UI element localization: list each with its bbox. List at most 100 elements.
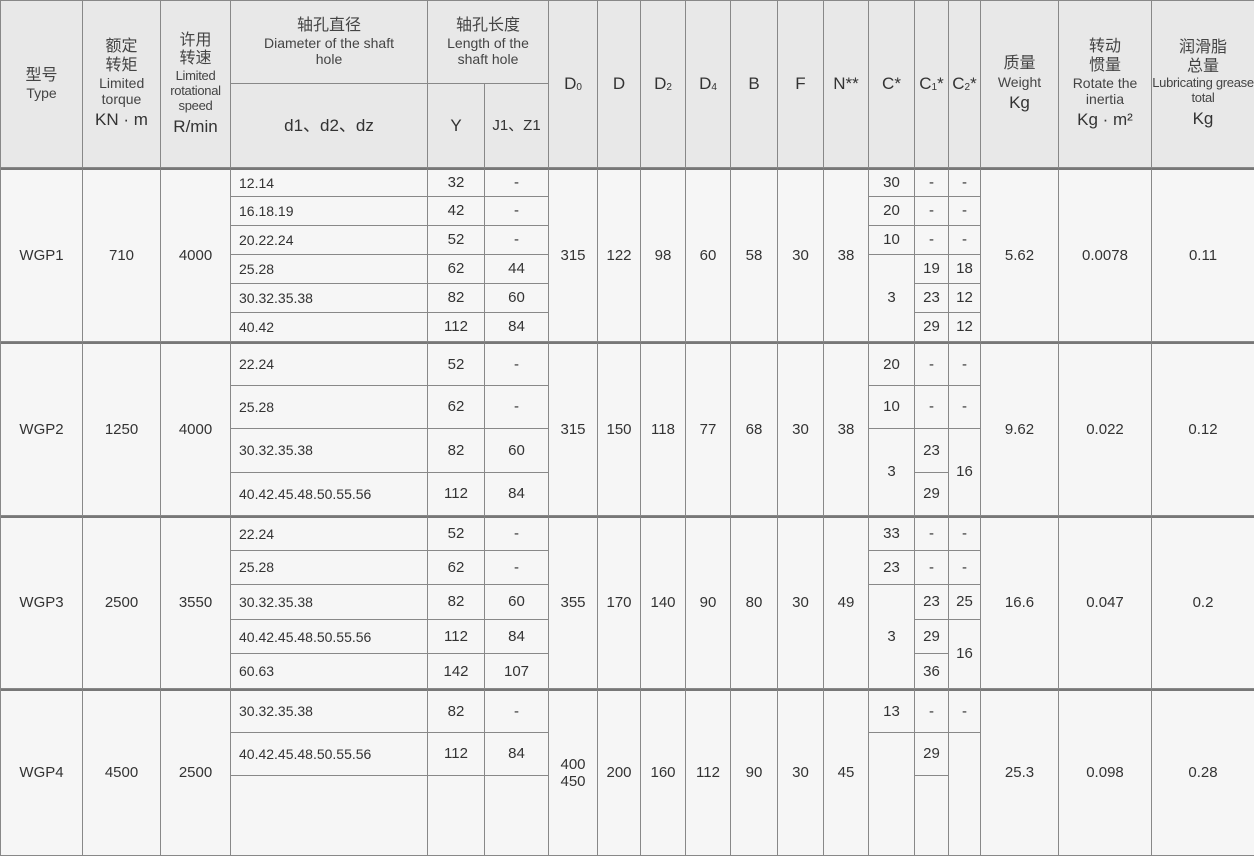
dim-label: D0	[564, 74, 582, 94]
c1-cell: 36	[915, 654, 949, 689]
dim-value: 315	[560, 420, 586, 438]
torque-cell-value: 1250	[104, 420, 139, 438]
dim-sub: 2	[666, 82, 672, 94]
bore-diameter: 30.32.35.38	[239, 703, 313, 720]
dim-sub: 4	[711, 82, 717, 94]
bore-diameter-cell: 30.32.35.38	[231, 284, 428, 313]
bore-length-y: 62	[447, 398, 465, 416]
header-zh: 轴孔长度	[455, 16, 520, 34]
c1-cell: 19	[915, 255, 949, 284]
c2-cell: -	[949, 342, 981, 386]
c2-cell: -	[949, 688, 981, 733]
c2-value: 18	[956, 260, 973, 278]
bore-diameter-cell	[231, 775, 428, 856]
dim-cell: 49	[824, 516, 869, 689]
bore-length-y: 112	[444, 485, 468, 503]
c-value: 10	[883, 231, 900, 249]
dim-main: D	[654, 74, 667, 94]
dim-cell: 170	[598, 516, 641, 689]
c-value: 3	[887, 289, 896, 307]
c2-value: -	[962, 702, 967, 720]
bore-length-jz-cell: -	[485, 550, 549, 586]
bore-length-y: 112	[444, 627, 468, 645]
bore-diameter: 20.22.24	[239, 231, 294, 248]
bore-length-y: 42	[447, 202, 465, 220]
c1-cell: -	[915, 516, 949, 551]
dim-value: 150	[606, 420, 632, 438]
bore-length-y: 82	[447, 289, 465, 307]
c2-cell: 12	[949, 313, 981, 342]
c-value: 3	[887, 463, 896, 481]
c1-cell: 29	[915, 732, 949, 776]
bore-length-y: 142	[443, 662, 469, 680]
c2-value: -	[962, 525, 967, 543]
dim-main: C	[919, 74, 932, 94]
dim-cell: 45	[824, 688, 869, 856]
c2-value: 16	[956, 645, 973, 663]
bore-length-jz-cell: 84	[485, 472, 549, 516]
c1-cell	[915, 775, 949, 856]
grease-cell: 0.11	[1152, 168, 1254, 342]
dim-label: B	[748, 74, 759, 94]
bore-diameter-cell: 22.24	[231, 516, 428, 551]
c-cell: 20	[869, 197, 915, 226]
dim-value: 98	[654, 246, 672, 264]
dim-value: 49	[837, 594, 855, 612]
bore-length-jz-cell: 60	[485, 284, 549, 313]
bore-length-jz: 60	[508, 441, 525, 459]
header-unit: Kg · m²	[1077, 110, 1133, 130]
dim-value: 200	[606, 764, 632, 782]
header-unit: KN · m	[95, 110, 148, 130]
bore-diameter: 22.24	[239, 525, 275, 542]
bore-length-jz-cell: 84	[485, 619, 549, 655]
c-cell: 10	[869, 385, 915, 429]
c-cell: 3	[869, 585, 915, 689]
c1-value: 29	[923, 318, 940, 336]
c-cell: 10	[869, 226, 915, 255]
c-value: 3	[887, 627, 896, 645]
dim-value: 140	[650, 594, 676, 612]
dim-value: 315	[560, 246, 586, 264]
dim-cell: 122	[598, 168, 641, 342]
header-zh: 额定转矩	[105, 38, 138, 74]
header-en: Length of the shaft hole	[447, 35, 529, 68]
bore-length-y: 82	[447, 702, 465, 720]
bore-length-jz: 84	[508, 627, 525, 645]
header-speed: 许用转速 Limited rotational speed R/min	[161, 1, 231, 168]
c1-cell: -	[915, 197, 949, 226]
bore-diameter: 40.42.45.48.50.55.56	[239, 628, 372, 645]
bore-length-jz-cell: -	[485, 385, 549, 429]
bore-diameter: 40.42.45.48.50.55.56	[239, 485, 372, 502]
header-en: Weight	[997, 73, 1042, 90]
header-dim: C1*	[915, 1, 949, 168]
speed-cell-value: 4000	[178, 420, 213, 438]
c2-cell: 16	[949, 429, 981, 516]
c1-value: -	[929, 231, 934, 249]
dim-cell: 98	[641, 168, 686, 342]
bore-diameter-cell: 22.24	[231, 342, 428, 386]
header-sub: Y	[450, 115, 462, 135]
grease-cell-value: 0.2	[1192, 594, 1214, 612]
c-cell: 3	[869, 255, 915, 342]
bore-diameter: 25.28	[239, 398, 275, 415]
c1-value: -	[929, 558, 934, 576]
bore-length-jz-cell: -	[485, 516, 549, 551]
bore-length-jz: -	[514, 202, 519, 220]
weight-cell-value: 16.6	[1004, 594, 1035, 612]
dim-main: F	[795, 74, 806, 94]
bore-length-jz: 60	[508, 593, 525, 611]
bore-diameter: 25.28	[239, 559, 275, 576]
torque-cell: 710	[83, 168, 161, 342]
bore-length-jz-cell: -	[485, 197, 549, 226]
type-cell-value: WGP2	[19, 420, 64, 438]
type-cell: WGP2	[1, 342, 83, 516]
c1-cell: -	[915, 226, 949, 255]
c-value: 10	[883, 398, 900, 416]
dim-cell: 38	[824, 168, 869, 342]
dim-value: 118	[651, 420, 675, 438]
dim-main: C	[952, 74, 965, 94]
bore-length-y-cell: 82	[428, 688, 485, 733]
c2-value: -	[962, 398, 967, 416]
c2-value: -	[962, 202, 967, 220]
dim-label: C*	[882, 74, 901, 94]
